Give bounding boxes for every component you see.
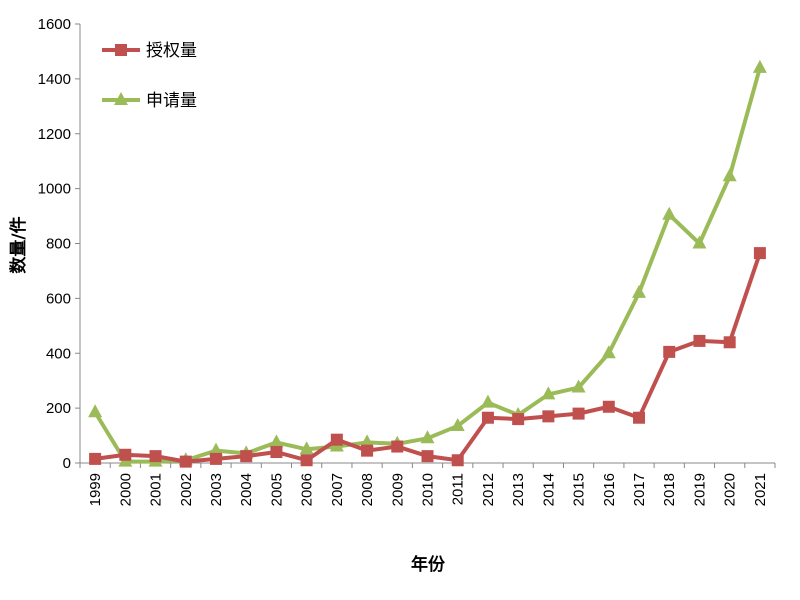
x-tick-label: 2005 (268, 473, 285, 506)
x-tick-label: 2011 (450, 473, 467, 505)
data-point (299, 441, 314, 455)
data-point (572, 407, 585, 420)
data-point (270, 446, 283, 459)
x-axis-title: 年份 (411, 554, 446, 575)
data-point (209, 452, 222, 465)
data-point (89, 452, 102, 465)
x-tick-label: 2006 (299, 473, 316, 506)
data-point (481, 411, 494, 424)
data-point (753, 247, 766, 260)
series-applied (88, 59, 767, 467)
x-axis: 1999 2000 2001 2002 2003 2004 2005 2006 2007 2008… (79, 462, 776, 506)
data-point (480, 394, 495, 408)
legend-label: 申请量 (146, 91, 197, 111)
data-point (571, 379, 586, 393)
data-point (601, 345, 616, 359)
y-tick-label: 200 (46, 400, 71, 417)
data-point (88, 404, 103, 418)
y-tick-label: 1400 (38, 71, 71, 88)
data-point (119, 448, 132, 461)
x-tick-label: 2013 (510, 473, 527, 506)
x-tick-label: 2007 (329, 473, 346, 506)
data-point (633, 411, 646, 424)
x-tick-label: 1999 (87, 473, 104, 506)
data-point (300, 454, 313, 467)
y-tick-label: 1200 (38, 126, 71, 143)
data-point (179, 455, 192, 468)
legend-item: 授权量 (102, 41, 197, 61)
legend-label: 授权量 (146, 41, 197, 61)
data-point (632, 284, 647, 298)
x-tick-label: 2010 (420, 473, 437, 506)
data-point (723, 336, 736, 349)
data-point (391, 440, 404, 453)
data-point (722, 168, 737, 182)
series-granted (89, 247, 766, 468)
x-tick-label: 2003 (208, 473, 225, 506)
x-tick-label: 2017 (631, 473, 648, 506)
data-point (663, 345, 676, 358)
data-point (752, 59, 767, 73)
x-tick-label: 2004 (238, 473, 255, 506)
data-point (240, 450, 253, 463)
y-tick-label: 800 (46, 236, 71, 253)
x-tick-label: 2002 (178, 473, 195, 506)
y-tick-label: 1600 (38, 16, 71, 33)
x-tick-label: 2019 (691, 473, 708, 506)
y-tick-label: 0 (63, 455, 71, 472)
x-tick-label: 2018 (661, 473, 678, 506)
legend-marker (115, 44, 127, 56)
y-tick-label: 1000 (38, 181, 71, 198)
legend-item: 申请量 (102, 91, 197, 111)
data-point (149, 450, 162, 463)
x-tick-label: 2016 (601, 473, 618, 506)
data-point (541, 386, 556, 400)
data-point (420, 430, 435, 444)
data-point (692, 235, 707, 249)
x-tick-label: 2014 (540, 473, 557, 506)
x-tick-label: 2001 (148, 473, 165, 506)
x-tick-label: 2015 (571, 473, 588, 506)
data-point (662, 206, 677, 220)
data-point (330, 433, 343, 446)
data-point (450, 417, 465, 431)
series-line (93, 67, 762, 464)
series-layer (88, 59, 767, 468)
data-point (602, 400, 615, 413)
data-point (208, 442, 223, 456)
data-point (451, 454, 464, 467)
y-tick-label: 400 (46, 345, 71, 362)
data-point (693, 334, 706, 347)
data-point (360, 434, 375, 448)
data-point (361, 444, 374, 457)
x-tick-label: 2020 (722, 473, 739, 506)
data-point (269, 434, 284, 448)
x-tick-label: 2009 (389, 473, 406, 506)
y-axis-title: 数量/件 (8, 216, 29, 273)
data-point (512, 413, 525, 426)
x-tick-label: 2008 (359, 473, 376, 506)
x-tick-label: 2021 (752, 473, 769, 506)
y-tick-label: 600 (46, 290, 71, 307)
x-tick-label: 2012 (480, 473, 497, 506)
legend-marker (114, 92, 128, 105)
x-tick-label: 2000 (117, 473, 134, 506)
data-point (542, 410, 555, 423)
data-point (421, 450, 434, 463)
y-axis: 0 200 400 600 800 1000 1200 1400 1600 (38, 16, 81, 472)
